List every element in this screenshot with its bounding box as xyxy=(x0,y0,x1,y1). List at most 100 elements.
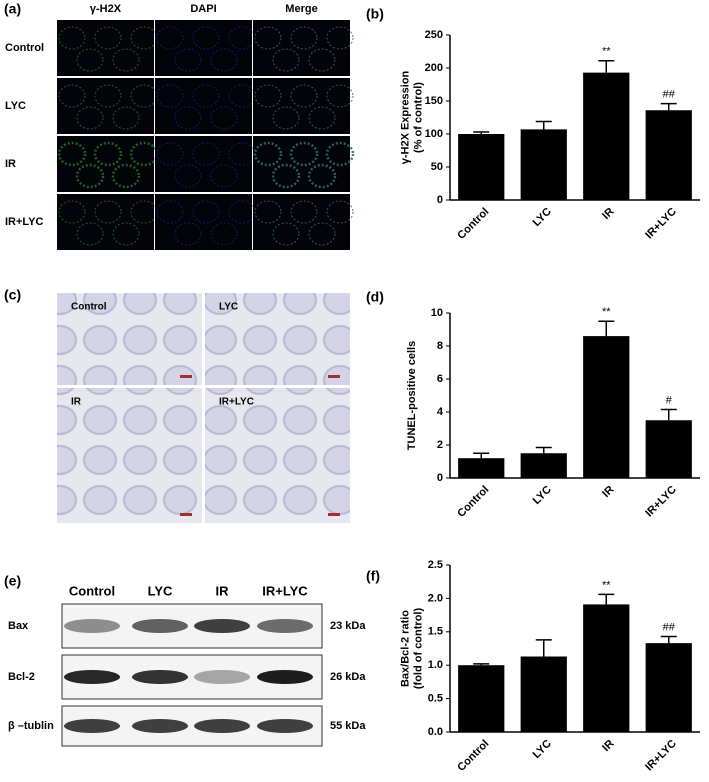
error-bar xyxy=(598,59,615,73)
y-tick-label: 2.5 xyxy=(428,559,443,571)
blot-band xyxy=(194,670,250,684)
row-label: LYC xyxy=(5,100,26,112)
micrograph xyxy=(57,194,154,250)
bar xyxy=(520,129,567,200)
cell-outline xyxy=(75,163,105,189)
column-label: DAPI xyxy=(190,3,216,15)
cell-outline xyxy=(307,163,337,189)
error-bar xyxy=(535,120,552,130)
y-axis-label: γ-H2X Expression xyxy=(399,70,411,164)
y-tick-label: 2 xyxy=(437,439,443,451)
significance-label: ** xyxy=(602,306,611,318)
cell-outline xyxy=(253,141,283,167)
x-tick-label: IR+LYC xyxy=(643,484,679,520)
panel-label: (d) xyxy=(366,289,384,305)
cell-outline xyxy=(174,48,202,72)
x-tick-label: Control xyxy=(455,738,491,774)
error-bar xyxy=(660,635,677,644)
cell-outline xyxy=(254,26,282,50)
micrograph xyxy=(253,20,350,76)
lane-label: IR+LYC xyxy=(262,583,308,598)
blot-band xyxy=(132,719,188,733)
cell-outline xyxy=(156,84,184,108)
cell-outline xyxy=(174,222,202,246)
bar xyxy=(520,453,567,478)
y-axis-label: (% of control) xyxy=(412,82,424,153)
cell-outline xyxy=(308,222,336,246)
cell-outline xyxy=(112,106,140,130)
cell-outline xyxy=(58,26,86,50)
cell-outline xyxy=(272,222,300,246)
y-tick-label: 50 xyxy=(431,161,443,173)
cell-outline xyxy=(57,141,87,167)
panel-label: (f) xyxy=(366,568,380,584)
cell-outline xyxy=(192,84,220,108)
micrograph xyxy=(155,136,252,192)
cell-outline xyxy=(210,106,238,130)
cell-outline xyxy=(290,200,318,224)
blot-band xyxy=(132,670,188,684)
error-bar xyxy=(535,639,552,657)
y-tick-label: 0.5 xyxy=(428,693,443,705)
y-tick-label: 10 xyxy=(431,307,443,319)
cell-outline xyxy=(272,48,300,72)
bar xyxy=(645,420,692,478)
cell-outline xyxy=(326,26,354,50)
cell-outline xyxy=(156,26,184,50)
micrograph xyxy=(57,20,154,76)
scale-bar xyxy=(180,513,192,516)
error-bar xyxy=(598,593,615,605)
scale-bar xyxy=(328,375,340,378)
error-bar xyxy=(598,320,615,337)
cell-outline xyxy=(76,106,104,130)
column-label: Merge xyxy=(285,3,317,15)
blot-band xyxy=(257,619,313,633)
image-label: Control xyxy=(71,302,107,313)
y-tick-label: 0 xyxy=(437,194,443,206)
blot-band xyxy=(257,719,313,733)
cell-outline xyxy=(271,163,301,189)
significance-label: ## xyxy=(663,89,676,101)
blot-band xyxy=(194,719,250,733)
cell-outline xyxy=(58,84,86,108)
y-tick-label: 2.0 xyxy=(428,592,443,604)
y-axis-label: (fold of control) xyxy=(412,608,424,690)
lane-label: IR xyxy=(216,583,230,598)
protein-size: 26 kDa xyxy=(330,671,366,683)
error-bar xyxy=(473,131,490,134)
histology-image xyxy=(57,293,202,385)
bar xyxy=(645,110,692,200)
y-tick-label: 0.0 xyxy=(428,726,443,738)
image-label: IR xyxy=(71,397,82,408)
x-tick-label: IR xyxy=(600,484,616,500)
cell-outline xyxy=(192,142,220,166)
panel-label: (a) xyxy=(4,1,21,17)
micrograph xyxy=(155,78,252,134)
row-label: IR xyxy=(5,158,16,170)
protein-name: Bcl-2 xyxy=(8,671,35,683)
image-label: IR+LYC xyxy=(219,397,254,408)
cell-outline xyxy=(325,141,355,167)
x-tick-label: Control xyxy=(455,206,491,242)
x-tick-label: IR+LYC xyxy=(643,206,679,242)
cell-outline xyxy=(156,142,184,166)
cell-outline xyxy=(111,163,141,189)
significance-label: ** xyxy=(602,579,611,591)
y-axis-label: TUNEL-positive cells xyxy=(406,341,418,450)
cell-outline xyxy=(112,222,140,246)
cell-outline xyxy=(254,84,282,108)
cell-outline xyxy=(58,200,86,224)
panel-label: (c) xyxy=(4,287,21,303)
cell-outline xyxy=(326,200,354,224)
cell-outline xyxy=(192,26,220,50)
micrograph xyxy=(57,78,154,134)
cell-outline xyxy=(174,106,202,130)
lane-label: Control xyxy=(69,583,115,598)
cell-outline xyxy=(210,164,238,188)
significance-label: ** xyxy=(602,46,611,58)
scale-bar xyxy=(328,513,340,516)
protein-size: 23 kDa xyxy=(330,620,366,632)
panel-label: (b) xyxy=(366,6,384,22)
lane-label: LYC xyxy=(148,583,173,598)
cell-outline xyxy=(254,200,282,224)
